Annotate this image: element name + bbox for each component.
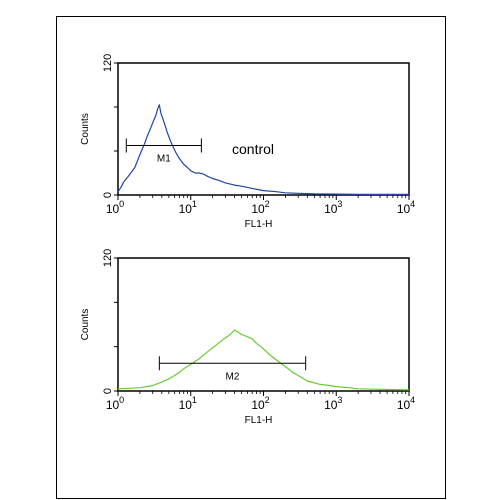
x-tick-label: 104 <box>397 199 415 216</box>
annotation-control: control <box>232 141 274 157</box>
histogram-series-1 <box>117 329 410 391</box>
y-tick-label: 0 <box>102 388 114 394</box>
y-axis-label: Counts <box>80 309 91 341</box>
x-axis-label: FL1-H <box>245 415 273 426</box>
y-tick-label: 120 <box>102 249 114 267</box>
x-tick-label: 103 <box>324 395 342 412</box>
histogram-panel-2: 0 120 Counts 100 101 102 103 104 FL1-H M2 <box>80 249 415 426</box>
x-tick-label: 101 <box>179 199 197 216</box>
x-tick-label: 104 <box>397 395 415 412</box>
x-axis-label: FL1-H <box>245 219 273 230</box>
histogram-series-1 <box>117 104 409 195</box>
x-tick-label: 100 <box>106 395 124 412</box>
x-tick-label: 102 <box>251 199 269 216</box>
histogram-panel-1: 0 120 Counts 100 101 102 103 104 FL1-H M1 control <box>80 54 415 230</box>
y-tick-label: 0 <box>102 192 114 198</box>
gate-label: M1 <box>157 154 171 165</box>
x-tick-label: 100 <box>106 199 124 216</box>
gate-label: M2 <box>226 371 240 382</box>
x-tick-label: 102 <box>251 395 269 412</box>
x-tick-label: 103 <box>324 199 342 216</box>
x-tick-label: 101 <box>179 395 197 412</box>
y-tick-label: 120 <box>102 54 114 72</box>
y-axis-label: Counts <box>80 113 91 145</box>
